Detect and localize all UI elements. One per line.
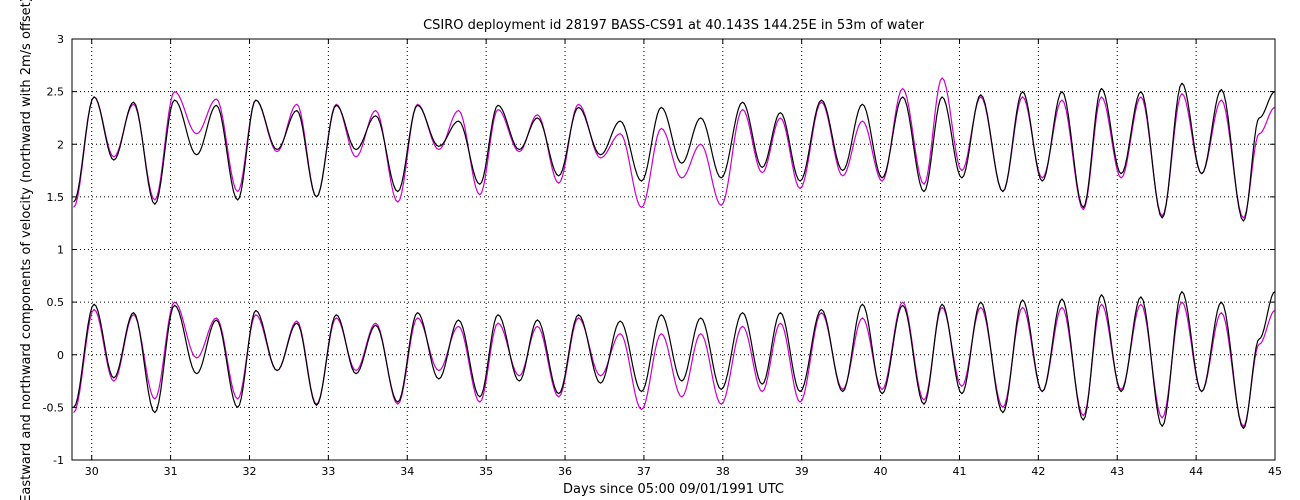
x-tick-label: 32 (242, 465, 256, 478)
x-tick-label: 31 (164, 465, 178, 478)
series-layer (73, 77, 1276, 430)
x-tick-label: 45 (1268, 465, 1282, 478)
y-tick-label: 2.5 (47, 86, 65, 99)
x-tick-label: 36 (558, 465, 572, 478)
x-tick-label: 38 (716, 465, 730, 478)
y-tick-label: 0 (57, 349, 64, 362)
x-tick-label: 40 (874, 465, 888, 478)
y-tick-label: -1 (53, 454, 64, 467)
series-line-north-black (73, 82, 1276, 222)
x-tick-label: 34 (400, 465, 414, 478)
axis-ticks: 30 31 32 33 34 35 36 37 38 39 40 41 42 43 44 45-1-0.500… (43, 33, 1282, 478)
x-tick-label: 43 (1110, 465, 1124, 478)
series-line-east-black (73, 291, 1276, 430)
x-tick-label: 39 (795, 465, 809, 478)
chart-title: CSIRO deployment id 28197 BASS-CS91 at 4… (423, 18, 925, 33)
y-tick-label: 3 (57, 33, 64, 46)
y-tick-label: 1.5 (47, 191, 65, 204)
series-line-north-magenta (73, 77, 1276, 219)
y-axis-label: Eastward and northward components of vel… (19, 0, 34, 500)
y-tick-label: -0.5 (43, 401, 64, 414)
x-tick-label: 33 (321, 465, 335, 478)
y-tick-label: 1 (57, 244, 64, 257)
y-tick-label: 0.5 (47, 296, 65, 309)
x-tick-label: 30 (85, 465, 99, 478)
x-tick-label: 42 (1031, 465, 1045, 478)
x-tick-label: 35 (479, 465, 493, 478)
x-tick-label: 41 (952, 465, 966, 478)
x-axis-label: Days since 05:00 09/01/1991 UTC (563, 482, 784, 497)
y-tick-label: 2 (57, 138, 64, 151)
x-tick-label: 44 (1189, 465, 1203, 478)
x-tick-label: 37 (637, 465, 651, 478)
